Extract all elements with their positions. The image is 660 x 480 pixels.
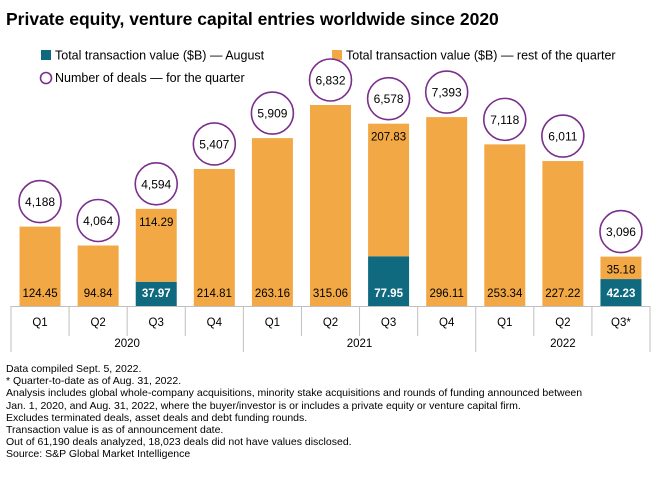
bar-rest-of-quarter (19, 226, 61, 306)
deal-count-label: 6,832 (315, 73, 345, 87)
note-analysis-1: Analysis includes global whole-company a… (6, 387, 583, 400)
legend-label-august: Total transaction value ($B) — August (55, 49, 265, 63)
bar-rest-of-quarter (600, 256, 642, 280)
chart-title: Private equity, venture capital entries … (6, 9, 499, 29)
year-label: 2020 (114, 338, 140, 350)
data-label-august: 77.95 (374, 288, 403, 300)
deal-count-circle (308, 58, 353, 102)
deal-count-label: 6,011 (548, 130, 577, 144)
x-tick-label: Q3 (381, 317, 396, 329)
deal-count-circle (192, 122, 237, 166)
year-label: 2022 (550, 338, 576, 350)
deal-count-label: 6,578 (374, 92, 404, 106)
deal-count-circle (424, 70, 469, 114)
deal-count-label: 5,407 (199, 137, 229, 151)
bar-rest-of-quarter (542, 161, 584, 306)
data-label-rest: 296.11 (430, 288, 464, 300)
deal-count-circle (541, 114, 585, 158)
data-label-rest: 227.22 (545, 288, 580, 300)
data-label-rest: 315.06 (313, 288, 348, 300)
legend-swatch-august (41, 50, 51, 60)
x-tick-label: Q1 (265, 317, 280, 329)
data-label-rest: 207.83 (371, 132, 406, 144)
note-transaction-value: Transaction value is as of announcement … (6, 424, 224, 437)
note-compiled: Data compiled Sept. 5, 2022. (6, 363, 142, 375)
bar-rest-of-quarter (426, 117, 468, 306)
bar-rest-of-quarter (251, 138, 293, 306)
legend-swatch-rest (332, 50, 342, 60)
year-label: 2021 (347, 338, 373, 350)
data-label-rest: 263.16 (255, 288, 290, 300)
data-label-rest: 214.81 (197, 288, 232, 300)
bar-rest-of-quarter (135, 208, 177, 282)
plot-area: 124.45 4,188 Q1 94.84 4,064 Q2 37.97 114.29 4,59… (10, 58, 651, 352)
deal-count-label: 7,118 (490, 113, 519, 127)
bar-rest-of-quarter (310, 104, 351, 306)
data-label-rest: 35.18 (607, 265, 636, 277)
x-tick-label: Q2 (555, 317, 570, 329)
x-tick-label: Q2 (323, 317, 338, 329)
deal-count-label: 4,064 (83, 214, 113, 228)
bar-rest-of-quarter (77, 245, 119, 306)
deal-count-circle (134, 162, 179, 206)
x-tick-label: Q1 (497, 317, 512, 329)
note-analysis-2: Jan. 1, 2020, and Aug. 31, 2022, where t… (6, 399, 521, 412)
footnotes: Data compiled Sept. 5, 2022. * Quarter-t… (6, 363, 656, 461)
deal-count-label: 4,188 (25, 195, 55, 209)
data-label-august: 37.97 (142, 288, 171, 300)
deal-count-label: 3,096 (606, 225, 636, 239)
deal-count-circle (18, 179, 62, 224)
deal-count-label: 7,393 (432, 86, 462, 100)
bar-rest-of-quarter (193, 168, 235, 306)
bar-rest-of-quarter (484, 144, 526, 306)
data-label-rest: 124.45 (22, 288, 57, 300)
deal-count-circle (366, 76, 411, 121)
deal-count-circle (482, 97, 527, 142)
bar-august (368, 256, 410, 306)
legend-circle-deals (39, 71, 53, 85)
x-tick-label: Q3* (611, 317, 631, 329)
note-excludes: Excludes terminated deals, asset deals a… (6, 411, 308, 424)
data-label-august: 42.23 (607, 288, 636, 300)
note-qtd: * Quarter-to-date as of Aug. 31, 2022. (6, 375, 182, 388)
deal-count-label: 5,909 (257, 107, 287, 121)
x-tick-label: Q4 (439, 317, 455, 329)
x-tick-label: Q4 (207, 317, 223, 329)
x-tick-label: Q2 (90, 317, 105, 329)
bar-august (600, 279, 642, 306)
chart: Private equity, venture capital entries … (6, 9, 651, 352)
legend: Total transaction value ($B) — August To… (39, 49, 616, 85)
data-label-rest: 114.29 (139, 217, 173, 229)
bar-august (135, 281, 177, 306)
note-undisclosed: Out of 61,190 deals analyzed, 18,023 dea… (6, 436, 352, 449)
deal-count-circle (599, 209, 643, 254)
deal-count-circle (76, 198, 120, 243)
legend-label-rest: Total transaction value ($B) — rest of t… (346, 49, 616, 63)
data-label-rest: 94.84 (84, 288, 113, 300)
x-tick-label: Q1 (32, 317, 47, 329)
legend-label-deals: Number of deals — for the quarter (55, 71, 245, 85)
bar-rest-of-quarter (368, 123, 410, 257)
x-tick-label: Q3 (149, 317, 164, 329)
data-label-rest: 253.34 (487, 288, 523, 300)
note-source: Source: S&P Global Market Intelligence (6, 448, 191, 461)
deal-count-label: 4,594 (141, 177, 171, 191)
deal-count-circle (250, 91, 295, 135)
